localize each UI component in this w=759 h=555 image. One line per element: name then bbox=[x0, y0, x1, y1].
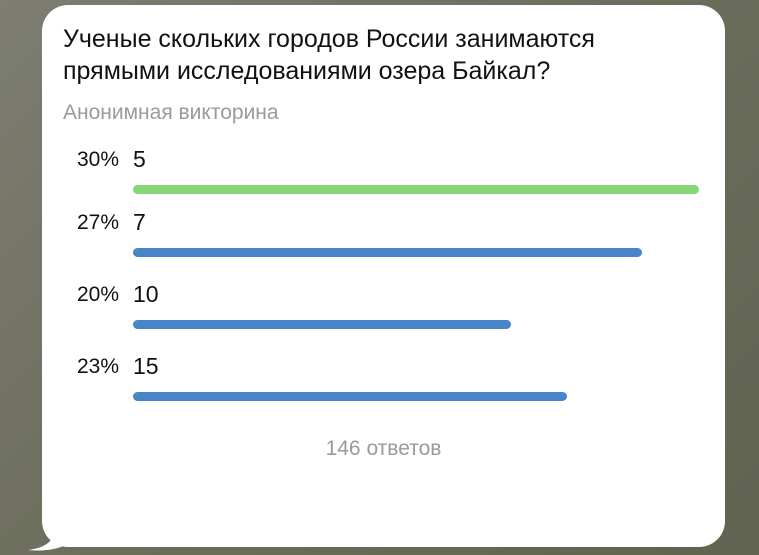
option-label: 10 bbox=[133, 281, 159, 307]
poll-option[interactable]: 20% 10 bbox=[0, 281, 759, 343]
poll-option[interactable]: 30% 5 bbox=[0, 146, 759, 208]
total-votes[interactable]: 146 ответов bbox=[325, 437, 442, 460]
option-percent: 30% bbox=[76, 148, 119, 171]
option-percent: 27% bbox=[76, 211, 119, 234]
bubble-tail bbox=[28, 508, 76, 551]
option-label: 7 bbox=[133, 209, 146, 235]
option-percent: 20% bbox=[76, 283, 119, 306]
option-label: 5 bbox=[133, 146, 146, 172]
option-label: 15 bbox=[133, 353, 159, 379]
poll-type-label: Анонимная викторина bbox=[63, 101, 279, 124]
poll-option[interactable]: 23% 15 bbox=[0, 353, 759, 415]
poll-message-bubble bbox=[42, 5, 725, 547]
option-result-bar bbox=[133, 248, 642, 257]
poll-option[interactable]: 27% 7 bbox=[0, 209, 759, 271]
option-result-bar bbox=[133, 320, 511, 329]
option-result-bar bbox=[133, 185, 699, 194]
option-result-bar bbox=[133, 392, 567, 401]
poll-question: Ученые скольких городов России занимаютс… bbox=[63, 25, 595, 85]
option-percent: 23% bbox=[76, 355, 119, 378]
